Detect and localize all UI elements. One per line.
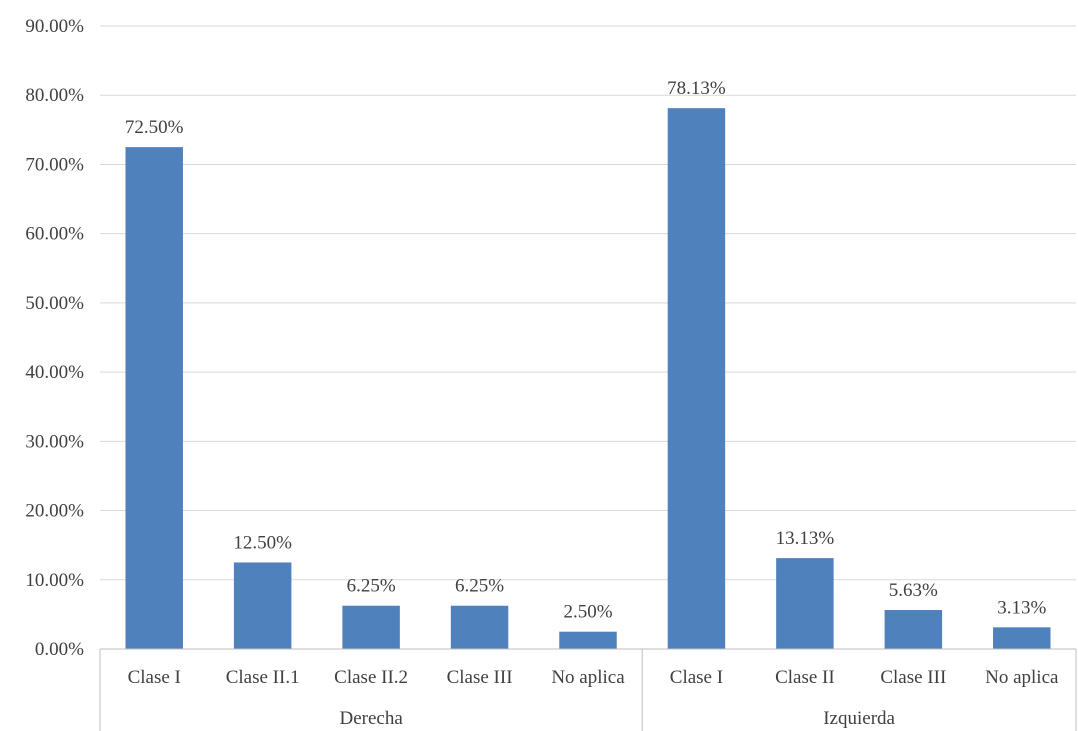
y-tick-label: 20.00% <box>25 501 84 522</box>
y-tick-label: 70.00% <box>25 154 84 175</box>
data-label: 3.13% <box>997 597 1046 618</box>
group-label: Derecha <box>339 708 403 729</box>
bar <box>559 631 617 649</box>
bar <box>342 605 400 649</box>
y-tick-label: 40.00% <box>25 362 84 383</box>
y-tick-label: 30.00% <box>25 431 84 452</box>
data-label: 78.13% <box>667 78 726 99</box>
data-labels: 72.50% 12.50% 6.25% 6.25% 2.50% 78.13% 13.13% 5… <box>125 78 1047 623</box>
bar <box>125 147 183 649</box>
category-label: Clase II.1 <box>226 667 300 688</box>
data-label: 12.50% <box>233 532 292 553</box>
bar <box>993 627 1051 649</box>
bar <box>667 108 726 650</box>
category-label: Clase I <box>128 667 181 688</box>
y-tick-label: 50.00% <box>25 293 84 314</box>
category-label: No aplica <box>985 667 1059 688</box>
y-tick-label: 0.00% <box>35 639 84 660</box>
category-label: Clase I <box>670 667 723 688</box>
data-label: 72.50% <box>125 117 184 138</box>
bar <box>450 605 509 649</box>
group-label: Izquierda <box>823 708 895 729</box>
category-label: Clase II <box>775 667 835 688</box>
data-label: 6.25% <box>455 576 504 597</box>
bar <box>884 610 943 649</box>
data-label: 6.25% <box>347 576 396 597</box>
y-axis-ticks: 0.00% 10.00% 20.00% 30.00% 40.00% 50.00% 60.00… <box>25 16 84 660</box>
bar <box>776 558 834 649</box>
x-axis: Clase I Clase II.1 Clase II.2 Clase III No a… <box>99 648 1077 731</box>
category-label: Clase II.2 <box>334 667 408 688</box>
y-tick-label: 80.00% <box>25 85 84 106</box>
category-label: Clase III <box>447 667 513 688</box>
data-label: 13.13% <box>776 528 835 549</box>
category-label: Clase III <box>880 667 946 688</box>
y-tick-label: 90.00% <box>25 16 84 37</box>
bars <box>125 108 1051 650</box>
y-tick-label: 10.00% <box>25 570 84 591</box>
data-label: 5.63% <box>889 580 938 601</box>
bar <box>233 562 292 649</box>
gridlines <box>100 25 1076 581</box>
category-label: No aplica <box>551 667 625 688</box>
data-label: 2.50% <box>563 602 612 623</box>
y-tick-label: 60.00% <box>25 224 84 245</box>
